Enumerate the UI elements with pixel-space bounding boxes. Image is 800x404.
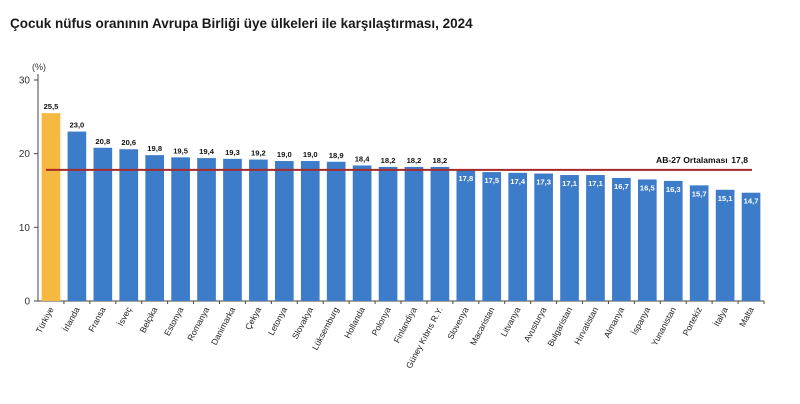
y-tick-label: 20 [19,149,31,160]
bar [482,172,502,301]
bar [637,179,657,301]
x-category-label: Litvanya [499,305,523,338]
bar-value-label: 19,3 [225,148,240,157]
bar-value-label: 17,1 [588,179,604,188]
bar [430,166,450,301]
bar [119,149,139,301]
bar [223,158,242,301]
bar [274,161,294,301]
x-category-label: İspanya [629,305,652,336]
x-category-label: Hollanda [342,305,367,340]
bar-value-label: 16,7 [614,182,629,191]
bar [612,177,631,301]
bar [456,169,476,301]
x-category-label: Estonya [162,305,186,337]
bar [663,180,683,301]
bar [145,155,165,301]
bar [300,161,320,301]
bar [197,158,216,301]
x-category-label: Fransa [86,305,107,334]
bar-value-label: 18,2 [407,156,422,165]
x-category-label: Portekiz [681,305,704,337]
x-category-label: Slovenya [445,305,471,341]
x-category-label: Türkiye [34,305,56,335]
x-category-label: Hırvatistan [572,305,600,346]
bar-value-label: 19,0 [277,150,292,159]
bar-value-label: 14,7 [744,197,759,206]
x-category-label: Belçika [138,305,160,334]
bar-value-label: 17,4 [510,177,526,186]
x-category-label: Malta [737,305,756,328]
x-category-label: Letonya [266,305,289,337]
y-tick-label: 10 [19,223,31,234]
bar [689,185,709,301]
x-category-label: İtalya [711,305,730,328]
reference-line-value: 17,8 [731,155,748,165]
bar-value-label: 25,5 [44,102,60,111]
x-category-label: Almanya [602,305,627,339]
bar-value-label: 19,0 [303,150,318,159]
x-category-label: Romanya [185,305,211,342]
bar [249,159,268,301]
x-category-label: Çekya [243,305,263,331]
y-tick-label: 30 [19,76,31,87]
bar [560,175,579,301]
x-category-label: Finlandiya [392,305,419,344]
bar-value-label: 19,5 [173,146,189,155]
bar [404,166,424,301]
x-category-label: Lüksemburg [310,305,341,352]
x-category-label: Macaristan [468,305,497,347]
bar [352,165,372,301]
x-category-label: İrlanda [60,305,81,333]
bar-value-label: 18,2 [381,156,396,165]
bar-value-label: 17,3 [536,178,551,187]
bar-value-label: 17,8 [458,174,473,183]
bar-value-label: 15,1 [718,194,734,203]
bar-value-label: 18,9 [329,151,344,160]
bar [93,147,113,301]
bar-value-label: 20,8 [95,137,110,146]
bar-value-label: 18,4 [355,154,371,163]
x-category-label: Yunanistan [649,305,678,347]
y-axis-unit-label: (%) [32,62,46,72]
bar [508,172,528,301]
chart-title: Çocuk nüfus oranının Avrupa Birliği üye … [10,16,473,31]
bar [586,175,605,301]
bar-value-label: 19,8 [147,144,162,153]
bar [534,173,553,301]
x-category-label: Slovakya [290,305,315,341]
bar [171,157,190,301]
y-tick-label: 0 [24,297,30,308]
bar-value-label: 19,2 [251,149,266,158]
bar [715,189,735,301]
bar [741,192,761,301]
reference-line-label: AB-27 Ortalaması [656,155,728,165]
bar [41,113,61,302]
x-category-label: Bulgaristan [545,305,574,348]
bar-value-label: 20,6 [121,138,136,147]
x-category-label: İsveç [115,305,134,328]
bar-value-label: 16,3 [666,185,681,194]
bar [67,131,87,301]
x-category-label: Avusturya [522,305,549,343]
bar-value-label: 17,1 [562,179,578,188]
bar [326,161,346,301]
bar-value-label: 17,5 [484,176,500,185]
x-category-label: Danimarka [209,305,237,347]
bar-value-label: 19,4 [199,147,215,156]
bar-value-label: 23,0 [70,121,85,130]
bar-value-label: 18,2 [433,156,448,165]
bar [378,166,398,301]
bar-value-label: 15,7 [692,189,707,198]
x-category-label: Polonya [369,305,393,337]
bar-value-label: 16,5 [640,183,656,192]
